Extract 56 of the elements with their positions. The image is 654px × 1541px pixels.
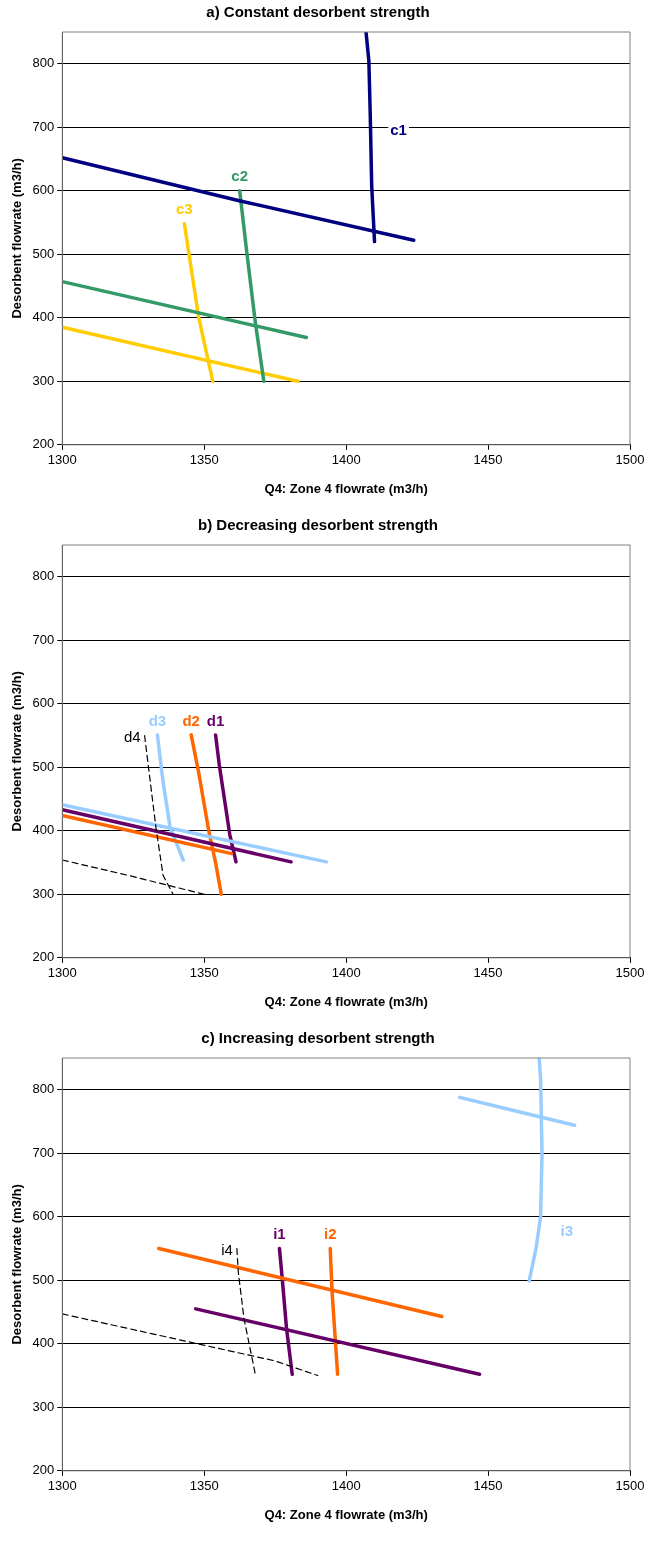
series-label: c2	[231, 167, 249, 185]
chart-title: b) Decreasing desorbent strength	[197, 516, 439, 534]
y-tick-label: 500	[32, 758, 55, 774]
y-tick-label: 800	[32, 1081, 55, 1097]
x-tick-label: 1500	[615, 965, 645, 981]
x-tick-label: 1350	[189, 965, 219, 981]
y-axis-title: Desorbent flowrate (m3/h)	[9, 1184, 25, 1345]
y-tick-label: 400	[32, 822, 55, 838]
y-tick-label: 800	[32, 55, 55, 71]
x-tick-label: 1400	[331, 452, 361, 468]
y-tick-label: 300	[32, 1398, 55, 1414]
series-label: c1	[390, 121, 407, 139]
x-axis-title: Q4: Zone 4 flowrate (m3/h)	[264, 1506, 428, 1522]
y-tick-label: 400	[32, 1335, 55, 1351]
x-tick-label: 1500	[615, 1478, 645, 1494]
chart-title: a) Constant desorbent strength	[206, 3, 430, 21]
y-tick-label: 300	[32, 372, 55, 388]
chart-title: c) Increasing desorbent strength	[201, 1029, 435, 1047]
y-tick-label: 200	[32, 949, 55, 965]
x-tick-label: 1400	[331, 965, 361, 981]
x-tick-label: 1500	[615, 452, 645, 468]
series-label: i4	[221, 1240, 233, 1258]
y-tick-label: 200	[32, 1462, 55, 1478]
x-tick-label: 1450	[473, 1478, 503, 1494]
series-label: i2	[323, 1225, 337, 1243]
x-tick-label: 1300	[47, 1478, 77, 1494]
y-tick-label: 700	[32, 118, 55, 134]
x-tick-label: 1450	[473, 965, 503, 981]
x-tick-label: 1400	[331, 1478, 361, 1494]
x-tick-label: 1350	[189, 452, 219, 468]
y-tick-label: 600	[32, 1208, 55, 1224]
y-tick-label: 600	[32, 182, 55, 198]
y-tick-label: 300	[32, 885, 55, 901]
series-label: c3	[176, 200, 193, 218]
y-tick-label: 800	[32, 568, 55, 584]
series-label: d2	[182, 711, 200, 729]
series-label: d1	[206, 711, 225, 729]
x-axis-title: Q4: Zone 4 flowrate (m3/h)	[264, 993, 428, 1009]
y-tick-label: 700	[32, 1144, 55, 1160]
y-tick-label: 600	[32, 695, 55, 711]
x-tick-label: 1300	[47, 965, 77, 981]
x-tick-label: 1350	[189, 1478, 219, 1494]
y-tick-label: 200	[32, 436, 55, 452]
series-label: i3	[560, 1221, 574, 1239]
y-tick-label: 500	[32, 1271, 55, 1287]
y-tick-label: 400	[32, 309, 55, 325]
x-tick-label: 1450	[473, 452, 503, 468]
x-tick-label: 1300	[47, 452, 77, 468]
series-label: i1	[273, 1225, 286, 1243]
x-axis-title: Q4: Zone 4 flowrate (m3/h)	[264, 480, 428, 496]
y-axis-title: Desorbent flowrate (m3/h)	[9, 671, 25, 832]
series-label: d4	[123, 727, 141, 745]
y-tick-label: 700	[32, 631, 55, 647]
y-tick-label: 500	[32, 245, 55, 261]
y-axis-title: Desorbent flowrate (m3/h)	[9, 158, 25, 319]
series-label: d3	[148, 711, 167, 729]
